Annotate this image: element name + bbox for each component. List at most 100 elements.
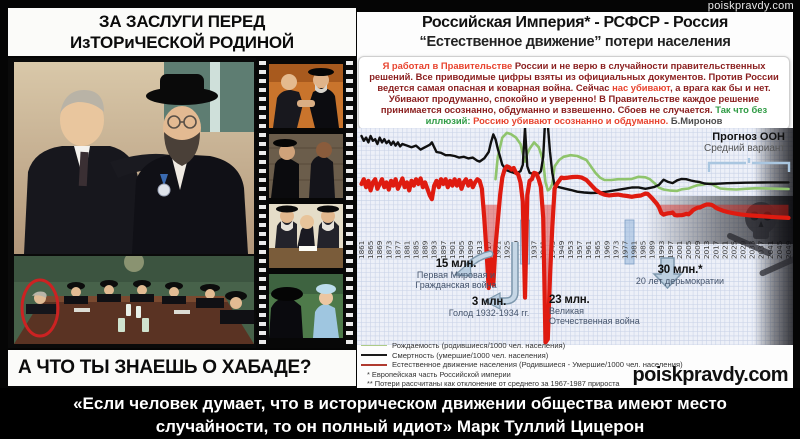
legend-item-death-rate: Смертность (умершие/1000 чел. населения): [361, 351, 691, 361]
bottom-quote-bar: «Если человек думает, что в историческом…: [0, 388, 800, 439]
svg-text:1989: 1989: [648, 240, 657, 259]
svg-text:1997: 1997: [666, 241, 675, 259]
bottom-quote-line1: «Если человек думает, что в историческом…: [73, 394, 727, 413]
film-frame-signing: [269, 204, 343, 268]
red-circle-annotation: [20, 278, 60, 338]
svg-text:1985: 1985: [639, 241, 648, 259]
film-sprockets-right: [346, 61, 353, 345]
forecast-bracket: [707, 158, 791, 172]
svg-text:1885: 1885: [412, 241, 421, 259]
svg-text:1981: 1981: [630, 241, 639, 259]
svg-text:1913: 1913: [475, 241, 484, 259]
svg-text:1969: 1969: [602, 240, 611, 259]
film-frame-wall: [269, 134, 343, 198]
document: [299, 246, 317, 251]
svg-text:1909: 1909: [466, 240, 475, 259]
death-rate-line: [360, 128, 790, 195]
award-photo-art: [14, 62, 254, 254]
legend-footnote-2: ** Потери рассчитаны как отклонение от с…: [367, 378, 620, 388]
legend-label: Рождаемость (родившиеся/1000 чел. населе…: [392, 341, 566, 351]
annotation-3m: 3 млн. Голод 1932-1934 гг.: [448, 296, 530, 318]
svg-text:1873: 1873: [384, 241, 393, 259]
legend-swatch: [361, 345, 387, 347]
svg-text:1977: 1977: [620, 241, 629, 259]
chart-series-group: [359, 128, 791, 345]
svg-text:1865: 1865: [366, 241, 375, 259]
svg-text:2021: 2021: [720, 241, 729, 259]
quote-segment: Так что без иллюзий:: [425, 104, 768, 127]
photo-collage: [8, 58, 356, 348]
quote-segment: нас убивают: [612, 82, 671, 94]
chart-legend: Рождаемость (родившиеся/1000 чел. населе…: [361, 341, 691, 388]
watermark-bottom: poiskpravdy.com: [632, 364, 788, 386]
svg-text:1917: 1917: [484, 241, 493, 259]
svg-text:1897: 1897: [439, 241, 448, 259]
natural-movement-line: [359, 164, 791, 345]
svg-text:1965: 1965: [593, 241, 602, 259]
svg-text:1889: 1889: [421, 240, 430, 259]
handshake: [297, 100, 315, 107]
legend-footnote-1: * Европейская часть Российской империи: [367, 369, 511, 379]
svg-text:1881: 1881: [402, 241, 411, 259]
film-strip: [256, 58, 356, 348]
svg-text:1869: 1869: [375, 240, 384, 259]
legend-swatch: [361, 363, 387, 366]
quote-segment: Б.Миронов: [668, 115, 723, 127]
film-frame-queen: [269, 274, 343, 338]
annotation-30m: 30 млн.* 20 лет дерьмократии: [635, 264, 725, 286]
svg-text:1937: 1937: [530, 241, 539, 259]
arrow-3m-icon: [483, 242, 519, 310]
left-header-line2: ИзТОРиЧЕСКОЙ РОДИНОЙ: [70, 33, 294, 53]
svg-text:2029: 2029: [739, 240, 748, 259]
svg-text:2025: 2025: [729, 241, 738, 259]
table-items: [74, 304, 190, 332]
award-photo: [14, 62, 254, 254]
left-header: ЗА ЗАСЛУГИ ПЕРЕД ИзТОРиЧЕСКОЙ РОДИНОЙ: [8, 8, 356, 56]
svg-text:1993: 1993: [657, 241, 666, 259]
chart-title: Российская Империя* - РСФСР - Россия: [421, 14, 729, 31]
left-header-line1: ЗА ЗАСЛУГИ ПЕРЕД: [98, 12, 266, 31]
arrow-15m-icon: [453, 250, 494, 277]
svg-text:2001: 2001: [675, 241, 684, 259]
quote-segment: Я работал в Правительстве: [382, 60, 513, 71]
question-strip: А ЧТО ТЫ ЗНАЕШЬ О ХАБАДЕ?: [8, 350, 356, 386]
watermark-top: poiskpravdy.com: [707, 0, 794, 12]
svg-text:1961: 1961: [584, 241, 593, 259]
forecast-sublabel: Средний вариант: [703, 143, 785, 154]
svg-text:1973: 1973: [611, 241, 620, 259]
medal: [157, 174, 171, 197]
figure-rabbi: [132, 74, 248, 254]
svg-text:1893: 1893: [430, 241, 439, 259]
legend-items: Рождаемость (родившиеся/1000 чел. населе…: [361, 341, 691, 370]
quote-segment: России и не верю в случайности правитель…: [369, 60, 779, 94]
highlight-bar-1979: [624, 219, 635, 265]
quote-box: Я работал в Правительстве России и не ве…: [358, 56, 790, 130]
svg-text:1901: 1901: [448, 241, 457, 259]
chart-subtitle: “Естественное движение” потери населения: [419, 34, 731, 50]
svg-text:1861: 1861: [357, 241, 366, 259]
svg-text:1949: 1949: [557, 240, 566, 259]
bottom-quote-line2: случайности, то он полный идиот» Марк Ту…: [155, 416, 645, 436]
svg-text:1877: 1877: [393, 241, 402, 259]
film-frame-handshake: [269, 64, 343, 128]
svg-text:1905: 1905: [457, 241, 466, 259]
annotation-23m: 23 млн. Великая Отечественная война: [549, 294, 640, 327]
chart-panel: Российская Империя* - РСФСР - Россия “Ес…: [357, 12, 793, 388]
svg-text:2009: 2009: [693, 240, 702, 259]
quote-segment: Россию убивают осознанно и обдуманно.: [473, 115, 669, 127]
quote-segment: , а врага как бы и нет. Убивают продуман…: [380, 82, 771, 116]
film-sprockets-left: [259, 61, 266, 345]
svg-text:1921: 1921: [493, 241, 502, 259]
svg-text:2013: 2013: [702, 241, 711, 259]
legend-label: Смертность (умершие/1000 чел. населения): [392, 350, 549, 360]
svg-text:1925: 1925: [502, 241, 511, 259]
svg-text:1957: 1957: [575, 241, 584, 259]
svg-text:2033: 2033: [748, 241, 757, 259]
legend-item-birth-rate: Рождаемость (родившиеся/1000 чел. населе…: [361, 341, 691, 351]
annotation-15m: 15 млн. Первая Мировая и Гражданская вой…: [415, 258, 497, 291]
legend-swatch: [361, 354, 387, 357]
arrow-30m-icon: [652, 257, 683, 290]
legend-item-natural-movement: Естественное движение населения (Родивши…: [361, 360, 691, 370]
forecast-label: Прогноз ООН: [712, 131, 785, 143]
